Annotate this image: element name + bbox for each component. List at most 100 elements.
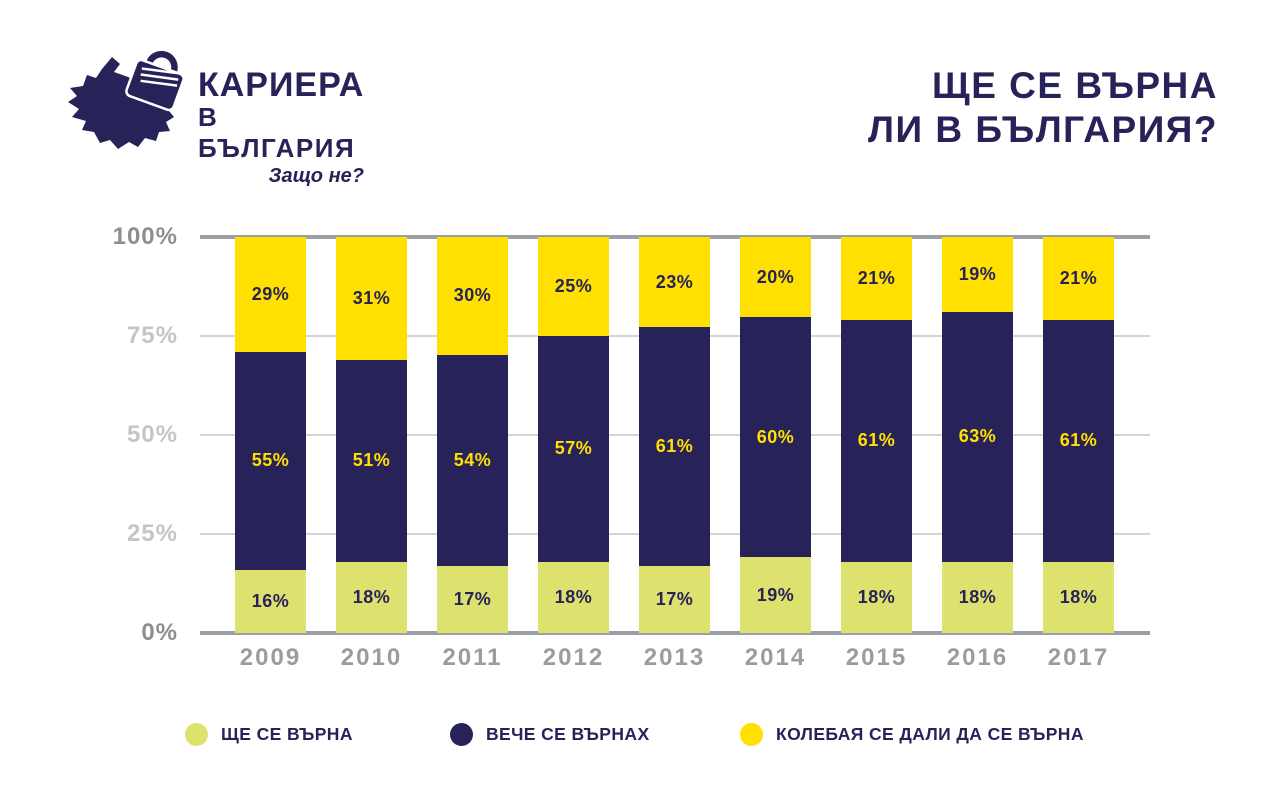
- segment-yellow-2015: 21%: [841, 237, 912, 321]
- segment-green-2010: 18%: [336, 561, 407, 633]
- stacked-bar-chart: 29% 55% 16% 31% 51% 18% 30% 54% 17% 25% 57% 18% 23% 6…: [200, 235, 1150, 635]
- logo-line1: КАРИЕРА: [198, 66, 365, 104]
- value-label-green-2014: 19%: [756, 584, 795, 605]
- segment-green-2017: 18%: [1043, 561, 1114, 633]
- value-label-yellow-2010: 31%: [352, 287, 391, 308]
- logo-wordmark: КАРИЕРА В БЪЛГАРИЯ Защо не?: [198, 68, 364, 188]
- value-label-green-2017: 18%: [1059, 586, 1098, 607]
- y-tick-100%: 100%: [112, 223, 178, 250]
- bar-2012: 25% 57% 18%: [538, 237, 609, 633]
- x-tick-2012: 2012: [542, 644, 605, 671]
- y-tick-0%: 0%: [141, 619, 178, 646]
- gridline-0%: [200, 631, 1150, 635]
- value-label-navy-2009: 55%: [251, 450, 290, 471]
- segment-yellow-2017: 21%: [1043, 237, 1114, 321]
- legend-item-will-return: ЩЕ СЕ ВЪРНА: [185, 719, 353, 749]
- x-axis-labels: 2009 2010 2011 2012 2013 2014 2015 2016 2017: [200, 644, 1150, 674]
- legend-label: ВЕЧЕ СЕ ВЪРНАХ: [486, 723, 650, 744]
- bar-2010: 31% 51% 18%: [336, 237, 407, 633]
- value-label-yellow-2013: 23%: [655, 271, 694, 292]
- logo-tagline: Защо не?: [268, 165, 364, 187]
- value-label-navy-2014: 60%: [756, 426, 795, 447]
- segment-yellow-2016: 19%: [942, 237, 1013, 313]
- segment-yellow-2009: 29%: [235, 237, 306, 352]
- bar-2017: 21% 61% 18%: [1043, 237, 1114, 633]
- segment-yellow-2014: 20%: [740, 237, 811, 317]
- value-label-navy-2010: 51%: [352, 450, 391, 471]
- value-label-yellow-2014: 20%: [756, 266, 795, 287]
- y-axis-labels: 100% 75% 50% 25% 0%: [95, 223, 188, 646]
- x-tick-2014: 2014: [744, 644, 807, 671]
- legend-label: КОЛЕБАЯ СЕ ДАЛИ ДА СЕ ВЪРНА: [776, 723, 1084, 744]
- segment-navy-2012: 57%: [538, 336, 609, 562]
- legend-dot-yellow: [740, 722, 763, 746]
- bar-2014: 20% 60% 19%: [740, 237, 811, 633]
- value-label-navy-2013: 61%: [655, 436, 694, 457]
- logo-line2: В БЪЛГАРИЯ: [198, 102, 356, 163]
- legend-dot-navy: [450, 722, 473, 746]
- value-label-yellow-2015: 21%: [857, 268, 896, 289]
- page-title-line2: ЛИ В БЪЛГАРИЯ?: [868, 109, 1218, 150]
- bulgaria-map-logo: [68, 50, 185, 149]
- legend-dot-green: [185, 722, 208, 746]
- bar-2013: 23% 61% 17%: [639, 237, 710, 633]
- bar-2015: 21% 61% 18%: [841, 237, 912, 633]
- value-label-yellow-2009: 29%: [251, 283, 290, 304]
- briefcase-icon: [125, 50, 185, 112]
- segment-navy-2015: 61%: [841, 320, 912, 562]
- x-tick-2011: 2011: [442, 644, 503, 671]
- legend-item-already-returned: ВЕЧЕ СЕ ВЪРНАХ: [450, 719, 650, 749]
- value-label-yellow-2016: 19%: [958, 264, 997, 285]
- segment-navy-2009: 55%: [235, 351, 306, 570]
- segment-navy-2016: 63%: [942, 312, 1013, 562]
- value-label-navy-2017: 61%: [1059, 430, 1098, 451]
- value-label-green-2015: 18%: [857, 586, 896, 607]
- segment-green-2016: 18%: [942, 561, 1013, 633]
- segment-navy-2011: 54%: [437, 354, 508, 567]
- x-tick-2013: 2013: [643, 644, 706, 671]
- x-tick-2010: 2010: [340, 644, 403, 671]
- segment-green-2012: 18%: [538, 561, 609, 633]
- bar-2011: 30% 54% 17%: [437, 237, 508, 633]
- value-label-green-2011: 17%: [453, 589, 492, 610]
- career-in-bulgaria-logo: КАРИЕРА В БЪЛГАРИЯ Защо не?: [58, 48, 378, 187]
- chart-legend: ЩЕ СЕ ВЪРНА ВЕЧЕ СЕ ВЪРНАХ КОЛЕБАЯ СЕ ДА…: [0, 719, 1280, 749]
- segment-navy-2010: 51%: [336, 359, 407, 562]
- segment-green-2009: 16%: [235, 569, 306, 633]
- value-label-green-2010: 18%: [352, 586, 391, 607]
- value-label-navy-2011: 54%: [453, 449, 492, 470]
- x-tick-2016: 2016: [946, 644, 1009, 671]
- segment-green-2015: 18%: [841, 561, 912, 633]
- bar-2016: 19% 63% 18%: [942, 237, 1013, 633]
- value-label-green-2016: 18%: [958, 586, 997, 607]
- segment-green-2011: 17%: [437, 566, 508, 633]
- segment-navy-2014: 60%: [740, 317, 811, 557]
- value-label-yellow-2017: 21%: [1059, 268, 1098, 289]
- segment-green-2013: 17%: [639, 566, 710, 633]
- legend-label: ЩЕ СЕ ВЪРНА: [221, 723, 353, 744]
- legend-item-hesitating: КОЛЕБАЯ СЕ ДАЛИ ДА СЕ ВЪРНА: [740, 719, 1084, 749]
- segment-green-2014: 19%: [740, 557, 811, 633]
- value-label-green-2012: 18%: [554, 586, 593, 607]
- bar-2009: 29% 55% 16%: [235, 237, 306, 633]
- value-label-navy-2016: 63%: [958, 426, 997, 447]
- value-label-green-2013: 17%: [655, 589, 694, 610]
- value-label-navy-2015: 61%: [857, 430, 896, 451]
- x-tick-2017: 2017: [1047, 644, 1110, 671]
- x-tick-2009: 2009: [239, 644, 302, 671]
- value-label-green-2009: 16%: [251, 590, 290, 611]
- value-label-navy-2012: 57%: [554, 438, 593, 459]
- value-label-yellow-2012: 25%: [554, 276, 593, 296]
- segment-navy-2013: 61%: [639, 327, 710, 567]
- y-tick-50%: 50%: [126, 421, 178, 448]
- segment-yellow-2011: 30%: [437, 237, 508, 355]
- segment-yellow-2013: 23%: [639, 237, 710, 328]
- segment-navy-2017: 61%: [1043, 320, 1114, 562]
- x-tick-2015: 2015: [845, 644, 908, 671]
- y-tick-75%: 75%: [126, 322, 178, 349]
- page-title-line1: ЩЕ СЕ ВЪРНА: [931, 65, 1218, 106]
- value-label-yellow-2011: 30%: [453, 285, 492, 306]
- segment-yellow-2012: 25%: [538, 237, 609, 336]
- segment-yellow-2010: 31%: [336, 237, 407, 360]
